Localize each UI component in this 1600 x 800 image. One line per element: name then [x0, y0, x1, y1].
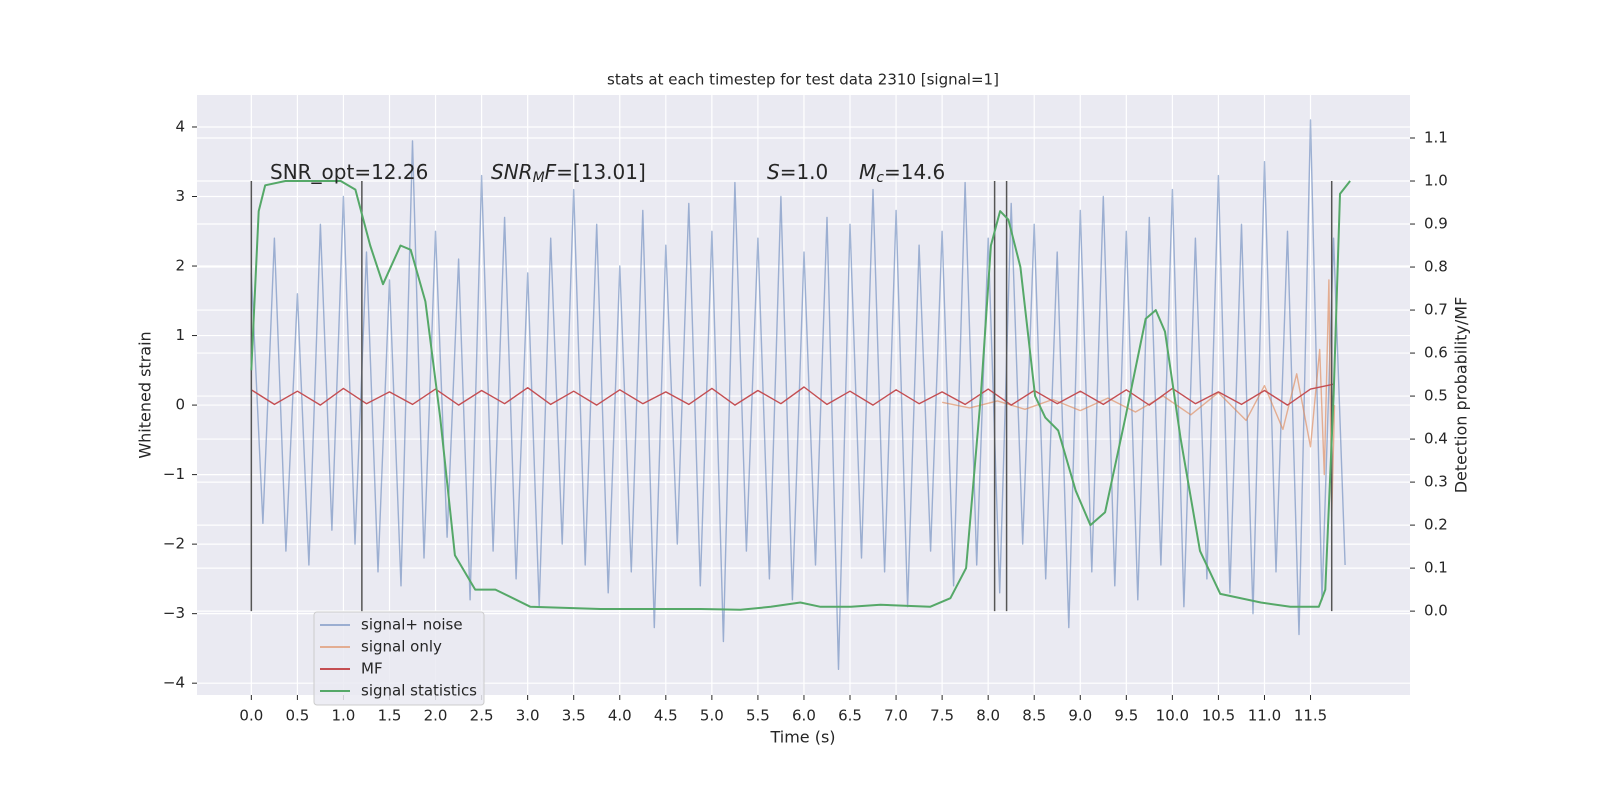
y-tick-label: −2 [163, 535, 185, 553]
x-tick-label: 4.0 [608, 707, 632, 725]
x-tick-label: 0.0 [239, 707, 263, 725]
x-tick-label: 3.0 [516, 707, 540, 725]
x-tick-label: 10.5 [1202, 707, 1235, 725]
y-tick-label: 0 [175, 396, 185, 414]
annotation: S=1.0 [767, 160, 828, 184]
y-tick-label: 1 [175, 326, 185, 344]
y2-tick-label: 0.3 [1424, 473, 1448, 491]
x-tick-label: 5.0 [700, 707, 724, 725]
legend-label: signal statistics [361, 682, 477, 700]
chart-title: stats at each timestep for test data 231… [607, 71, 999, 89]
annotation-part: c [876, 170, 884, 186]
y-tick-label: −3 [163, 604, 185, 622]
annotation-part: F [545, 160, 557, 184]
legend-label: MF [361, 660, 383, 678]
y2-tick-label: 0.7 [1424, 301, 1448, 319]
x-tick-label: 7.0 [884, 707, 908, 725]
x-tick-label: 11.5 [1294, 707, 1327, 725]
y2-tick-label: 0.2 [1424, 516, 1448, 534]
annotation-part: SNR_opt=12.26 [270, 160, 428, 184]
x-tick-label: 9.5 [1114, 707, 1138, 725]
annotation-part: =[13.01] [556, 160, 646, 184]
x-tick-label: 10.0 [1156, 707, 1189, 725]
y2-tick-label: 0.6 [1424, 344, 1448, 362]
annotation: SNR_opt=12.26 [270, 160, 428, 184]
x-tick-label: 6.5 [838, 707, 862, 725]
legend: signal+ noise signal only MF signal statist… [313, 611, 485, 706]
y2-tick-label: 0.0 [1424, 602, 1448, 620]
y-axis-label: Whitened strain [136, 331, 155, 458]
y2-axis-label: Detection probability/MF [1452, 297, 1471, 494]
x-tick-label: 2.5 [470, 707, 494, 725]
annotation: Mc=14.6 [859, 160, 945, 187]
x-tick-label: 9.0 [1068, 707, 1092, 725]
y-tick-label: 4 [175, 117, 185, 135]
series-line [250, 383, 1334, 406]
legend-box [313, 611, 485, 706]
x-tick-label: 8.0 [976, 707, 1000, 725]
x-tick-label: 4.5 [654, 707, 678, 725]
x-tick-label: 2.0 [424, 707, 448, 725]
annotation-part: =14.6 [884, 160, 945, 184]
x-tick-label: 6.0 [792, 707, 816, 725]
axes: 0.0 0.5 1.0 1.5 2.0 2.5 3.0 3.5 4.0 4.5 5.0 5.5 6.0 6… [163, 117, 1448, 724]
x-tick-label: 3.5 [562, 707, 586, 725]
annotation: SNRMF=[13.01] [491, 160, 646, 187]
legend-label: signal only [361, 638, 442, 656]
y-tick-label: −1 [163, 465, 185, 483]
series-line [250, 180, 1351, 611]
x-axis-label: Time (s) [769, 728, 835, 747]
y2-tick-label: 0.1 [1424, 559, 1448, 577]
x-tick-label: 11.0 [1248, 707, 1281, 725]
y-tick-label: 2 [175, 257, 185, 275]
y2-tick-label: 0.9 [1424, 215, 1448, 233]
y2-tick-label: 0.4 [1424, 430, 1448, 448]
x-tick-label: 1.5 [378, 707, 402, 725]
y2-tick-label: 0.8 [1424, 258, 1448, 276]
annotation-part: M [859, 160, 876, 184]
y2-tick-label: 0.5 [1424, 387, 1448, 405]
legend-label: signal+ noise [361, 616, 463, 634]
y-tick-label: −4 [163, 674, 185, 692]
x-tick-label: 8.5 [1022, 707, 1046, 725]
x-tick-label: 5.5 [746, 707, 770, 725]
annotation-part: =1.0 [780, 160, 829, 184]
y2-tick-label: 1.0 [1424, 172, 1448, 190]
x-tick-label: 1.0 [332, 707, 356, 725]
y2-tick-label: 1.1 [1424, 129, 1448, 147]
annotation-part: S [767, 160, 780, 184]
x-tick-label: 0.5 [285, 707, 309, 725]
y-tick-label: 3 [175, 187, 185, 205]
annotation-part: SNR [491, 160, 533, 184]
annotation-part: M [533, 170, 545, 186]
x-tick-label: 7.5 [930, 707, 954, 725]
marks [250, 119, 1351, 670]
series-line [250, 119, 1346, 670]
